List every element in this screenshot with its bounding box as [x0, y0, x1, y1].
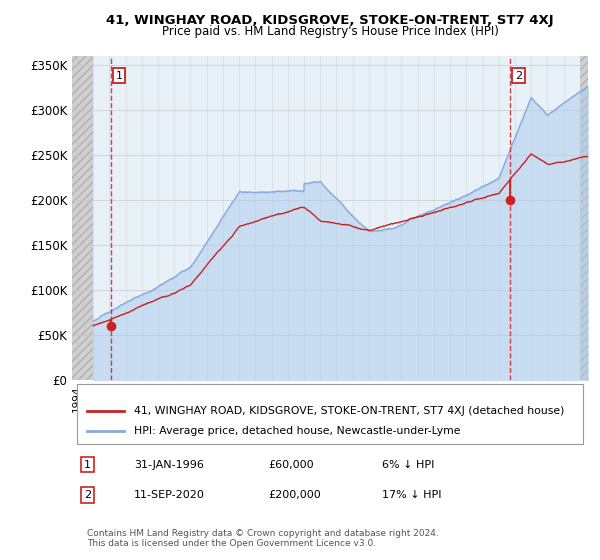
Text: 2: 2	[515, 71, 522, 81]
Text: HPI: Average price, detached house, Newcastle-under-Lyme: HPI: Average price, detached house, Newc…	[134, 426, 460, 436]
Text: Price paid vs. HM Land Registry's House Price Index (HPI): Price paid vs. HM Land Registry's House …	[161, 25, 499, 38]
Text: 41, WINGHAY ROAD, KIDSGROVE, STOKE-ON-TRENT, ST7 4XJ: 41, WINGHAY ROAD, KIDSGROVE, STOKE-ON-TR…	[106, 14, 554, 27]
Text: 17% ↓ HPI: 17% ↓ HPI	[382, 490, 441, 500]
Bar	[580, 56, 588, 380]
Text: 6% ↓ HPI: 6% ↓ HPI	[382, 460, 434, 469]
Text: 41, WINGHAY ROAD, KIDSGROVE, STOKE-ON-TRENT, ST7 4XJ (detached house): 41, WINGHAY ROAD, KIDSGROVE, STOKE-ON-TR…	[134, 405, 564, 416]
Text: Contains HM Land Registry data © Crown copyright and database right 2024.
This d: Contains HM Land Registry data © Crown c…	[88, 529, 439, 548]
Text: 1: 1	[115, 71, 122, 81]
Text: 2: 2	[84, 490, 91, 500]
Bar	[72, 56, 93, 380]
Text: 11-SEP-2020: 11-SEP-2020	[134, 490, 205, 500]
FancyBboxPatch shape	[77, 384, 583, 444]
Text: 1: 1	[84, 460, 91, 469]
Text: £60,000: £60,000	[268, 460, 314, 469]
Text: £200,000: £200,000	[268, 490, 321, 500]
Text: 31-JAN-1996: 31-JAN-1996	[134, 460, 204, 469]
